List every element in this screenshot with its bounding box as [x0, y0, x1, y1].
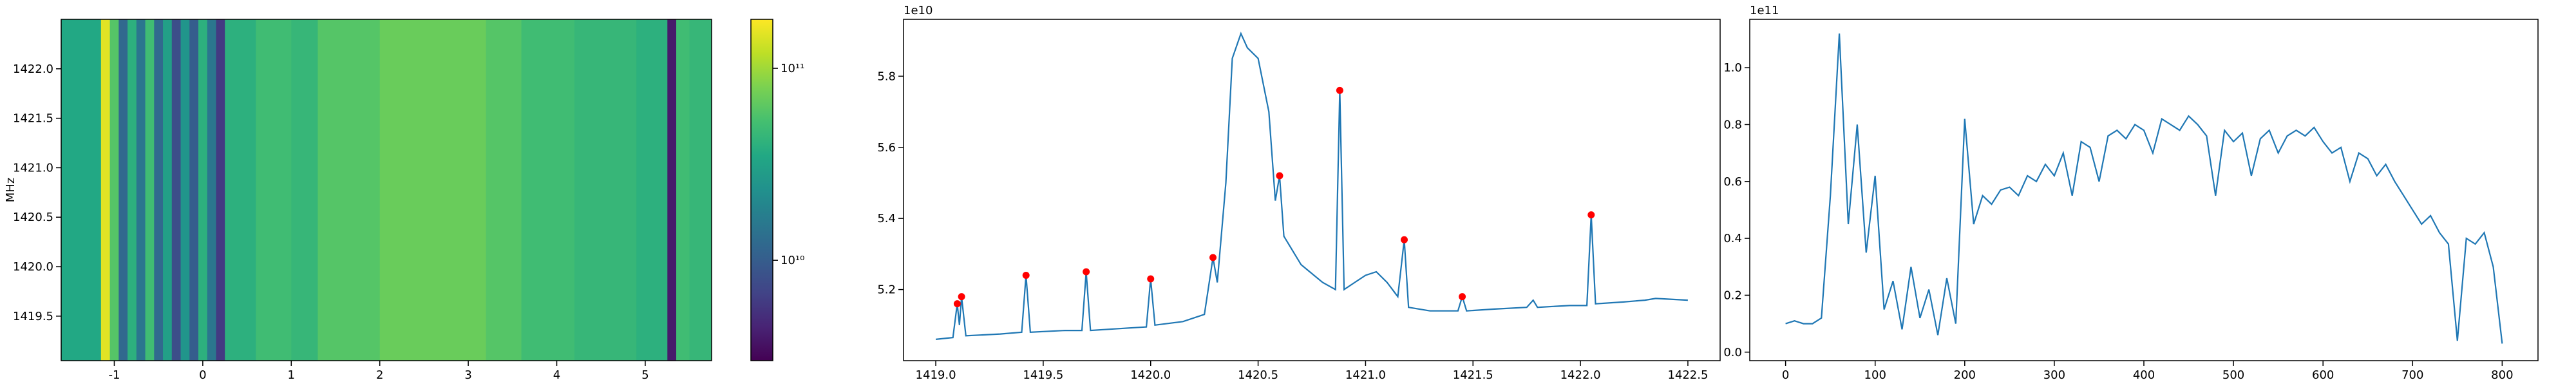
y-tick-label: 5.2	[877, 283, 896, 297]
data-line	[1785, 33, 2503, 344]
peak-marker	[1459, 293, 1466, 301]
y-tick-label: 0.2	[1723, 289, 1742, 302]
heatmap-cell	[171, 19, 182, 361]
peak-marker	[1400, 236, 1408, 243]
y-tick-label: 1420.5	[13, 211, 53, 224]
x-tick-label: 1421.5	[1453, 368, 1493, 382]
y-tick-label: 5.4	[877, 212, 896, 225]
x-tick-label: 1422.5	[1667, 368, 1708, 382]
heatmap-cell	[521, 19, 575, 361]
y-offset-label: 1e11	[1750, 4, 1779, 17]
x-tick-label: 800	[2491, 368, 2513, 382]
heatmap-cell	[118, 19, 128, 361]
y-tick-label: 1421.0	[13, 161, 53, 175]
heatmap-cell	[198, 19, 208, 361]
x-tick-label: -1	[108, 368, 120, 382]
x-tick-label: 400	[2133, 368, 2155, 382]
y-axis-label: MHz	[4, 178, 17, 203]
y-tick-label: 5.6	[877, 141, 896, 155]
x-tick-label: 100	[1864, 368, 1886, 382]
heatmap-cell	[225, 19, 256, 361]
x-tick-label: 1419.0	[916, 368, 956, 382]
colorbar	[750, 19, 773, 361]
heatmap-cell	[189, 19, 199, 361]
peak-marker	[1083, 268, 1090, 276]
heatmap-cell	[136, 19, 146, 361]
data-line	[935, 32, 1688, 340]
x-tick-label: 1421.0	[1345, 368, 1386, 382]
peak-marker	[1209, 254, 1217, 261]
axes-frame	[903, 19, 1721, 361]
y-tick-label: 0.6	[1723, 175, 1742, 189]
y-tick-label: 5.8	[877, 70, 896, 83]
heatmap-cell	[145, 19, 155, 361]
peak-marker	[1336, 86, 1343, 94]
x-tick-label: 600	[2312, 368, 2334, 382]
y-offset-label: 1e10	[904, 4, 933, 17]
x-tick-label: 700	[2401, 368, 2423, 382]
heatmap-cell	[256, 19, 292, 361]
heatmap-cell	[109, 19, 119, 361]
y-tick-label: 0.0	[1723, 346, 1742, 359]
y-tick-label: 0.8	[1723, 118, 1742, 131]
peak-marker	[958, 293, 965, 301]
x-tick-label: 3	[464, 368, 471, 382]
x-tick-label: 0	[199, 368, 206, 382]
heatmap-cell	[636, 19, 668, 361]
y-tick-label: 1421.5	[13, 112, 53, 126]
peak-marker	[953, 300, 961, 308]
x-tick-label: 5	[641, 368, 649, 382]
x-tick-label: 1	[288, 368, 295, 382]
heatmap-cell	[689, 19, 712, 361]
x-tick-label: 4	[553, 368, 560, 382]
x-tick-label: 1420.0	[1130, 368, 1171, 382]
x-tick-label: 2	[376, 368, 383, 382]
heatmap-cell	[486, 19, 522, 361]
peak-marker	[1022, 272, 1030, 279]
x-tick-label: 1420.5	[1238, 368, 1278, 382]
heatmap-cell	[216, 19, 225, 361]
colorbar-tick-label: 10¹⁰	[781, 254, 804, 267]
axes-frame	[61, 19, 712, 361]
x-tick-label: 300	[2043, 368, 2065, 382]
heatmap-cell	[291, 19, 319, 361]
heatmap-cell	[379, 19, 487, 361]
heatmap-cell	[154, 19, 164, 361]
y-tick-label: 1420.0	[13, 260, 53, 274]
x-tick-label: 200	[1954, 368, 1976, 382]
heatmap-cell	[574, 19, 637, 361]
x-tick-label: 500	[2222, 368, 2244, 382]
heatmap-cell	[61, 19, 102, 361]
heatmap-cell	[207, 19, 216, 361]
peak-marker	[1147, 275, 1155, 283]
x-tick-label: 1422.0	[1560, 368, 1601, 382]
colorbar-tick-label: 10¹¹	[781, 62, 804, 75]
peak-marker	[1276, 172, 1283, 180]
y-tick-label: 1.0	[1723, 61, 1742, 75]
peak-marker	[1587, 211, 1595, 219]
axes-frame	[1749, 19, 2539, 361]
x-tick-label: 1419.5	[1023, 368, 1063, 382]
heatmap-cell	[317, 19, 381, 361]
heatmap-cell	[667, 19, 677, 361]
heatmap-cell	[163, 19, 173, 361]
heatmap-cell	[100, 19, 111, 361]
y-tick-label: 1419.5	[13, 310, 53, 323]
y-tick-label: 0.4	[1723, 232, 1742, 245]
heatmap-cell	[128, 19, 137, 361]
heatmap-cell	[180, 19, 190, 361]
y-tick-label: 1422.0	[13, 62, 53, 76]
x-tick-label: 0	[1782, 368, 1789, 382]
heatmap-cell	[676, 19, 690, 361]
